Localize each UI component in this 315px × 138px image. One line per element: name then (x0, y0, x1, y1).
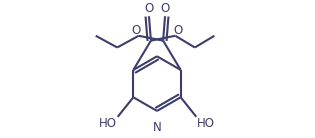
Text: O: O (131, 24, 140, 37)
Text: HO: HO (197, 117, 215, 130)
Text: O: O (160, 2, 170, 15)
Text: HO: HO (99, 117, 117, 130)
Text: N: N (153, 121, 161, 134)
Text: O: O (144, 2, 154, 15)
Text: O: O (174, 24, 183, 37)
